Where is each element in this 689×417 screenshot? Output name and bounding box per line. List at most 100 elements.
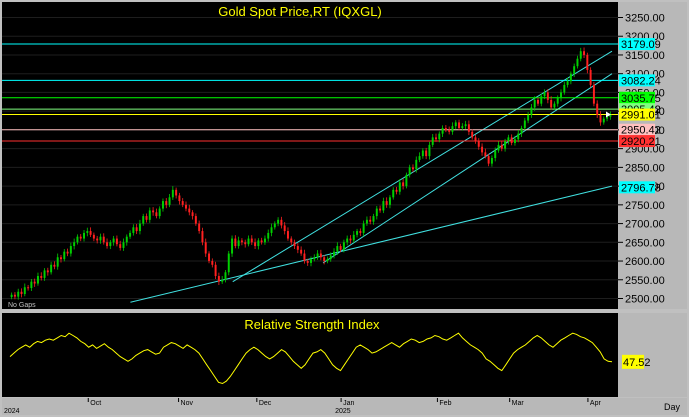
candle-body (560, 92, 562, 99)
candle-body (96, 238, 99, 241)
candle-body (566, 81, 569, 85)
price-panel-background (2, 2, 618, 309)
candle-body (155, 212, 158, 217)
candle-body (277, 219, 280, 224)
trend-line (130, 185, 613, 303)
candle-body (109, 242, 112, 247)
candle-body (418, 156, 421, 160)
candle-body (369, 219, 372, 222)
candle-body (254, 242, 257, 247)
candle-body (553, 103, 556, 108)
candle-body (362, 223, 365, 233)
candle-body (517, 133, 520, 140)
candle-body (454, 122, 457, 127)
candle-body (234, 238, 237, 247)
candle-body (392, 189, 395, 198)
candle-body (60, 257, 62, 260)
candle-body (125, 236, 128, 243)
candle-body (83, 232, 86, 239)
candle-body (10, 294, 13, 298)
price-tick-label: 3250.00 (625, 12, 665, 24)
candle-body (310, 259, 312, 263)
candle-body (201, 231, 204, 243)
time-tick-label: Apr (590, 400, 602, 407)
candle-body (181, 201, 184, 205)
candle-body (569, 73, 572, 82)
candle-body (13, 294, 16, 297)
candle-body (188, 208, 191, 213)
candle-body (122, 242, 125, 248)
candle-body (17, 291, 20, 297)
candle-body (326, 259, 329, 262)
candle-body (342, 242, 345, 250)
price-tick-label: 2650.00 (625, 237, 665, 249)
candle-body (385, 201, 388, 205)
candle-body (267, 232, 270, 239)
level-label-box (619, 135, 655, 148)
candle-body (280, 219, 283, 226)
last-price-marker (606, 111, 611, 118)
candle-body (69, 246, 72, 254)
no-gaps-note: No Gaps (8, 302, 36, 309)
rsi-series (9, 332, 613, 385)
level-label-box (619, 38, 655, 51)
candle-body (99, 236, 102, 241)
level-label: 2796.78 (621, 182, 661, 194)
candle-body (145, 216, 148, 220)
candle-body (53, 264, 56, 267)
candle-body (451, 126, 454, 132)
candle-body (227, 253, 230, 273)
candle-body (178, 195, 181, 202)
candle-body (477, 141, 480, 147)
candle-body (411, 167, 414, 170)
candle-body (270, 227, 273, 233)
price-axis-background (618, 2, 687, 309)
price-tick-label: 2500.00 (625, 294, 665, 306)
candle-body (138, 223, 141, 232)
candle-body (474, 137, 477, 142)
candle-body (395, 189, 398, 192)
rsi-last-value-label: 47.52 (622, 354, 651, 369)
price-tick-label: 2750.00 (625, 200, 665, 212)
candle-body (500, 144, 503, 149)
timeframe-label: Day (664, 402, 681, 412)
trend-line (232, 50, 613, 283)
candle-body (415, 159, 418, 170)
price-tick-label: 2700.00 (625, 219, 665, 231)
candle-body (191, 212, 194, 217)
candle-body (540, 96, 543, 104)
candle-body (365, 219, 368, 224)
candle-body (237, 240, 240, 247)
candle-body (129, 232, 132, 237)
time-tick-label: Feb (439, 400, 451, 407)
candle-body (507, 137, 510, 142)
candle-body (458, 122, 461, 129)
candle-body (490, 158, 493, 164)
candle-body (303, 253, 306, 262)
rsi-line (9, 332, 613, 385)
candle-body (527, 114, 530, 121)
candle-body (589, 69, 592, 85)
candle-body (290, 238, 293, 243)
candle-body (66, 251, 69, 254)
time-tick-label: Nov (181, 400, 194, 407)
candle-body (382, 201, 385, 211)
candle-body (606, 116, 609, 119)
candle-body (333, 251, 336, 256)
candle-body (92, 234, 95, 239)
candle-body (428, 144, 431, 157)
candle-body (398, 182, 401, 192)
candle-body (20, 291, 23, 295)
time-axis: Oct Nov Dec Jan Feb Mar Apr 2024 2025 (4, 398, 601, 415)
candle-body (487, 156, 490, 164)
candle-body (546, 92, 549, 100)
candle-body (609, 114, 612, 117)
time-axis-background (2, 398, 687, 415)
trend-lines (130, 50, 613, 303)
candle-body (296, 246, 299, 250)
candle-body (359, 231, 362, 233)
candle-body (329, 255, 332, 260)
candle-body (148, 210, 151, 220)
candle-body (171, 189, 174, 198)
candle-body (194, 216, 197, 224)
